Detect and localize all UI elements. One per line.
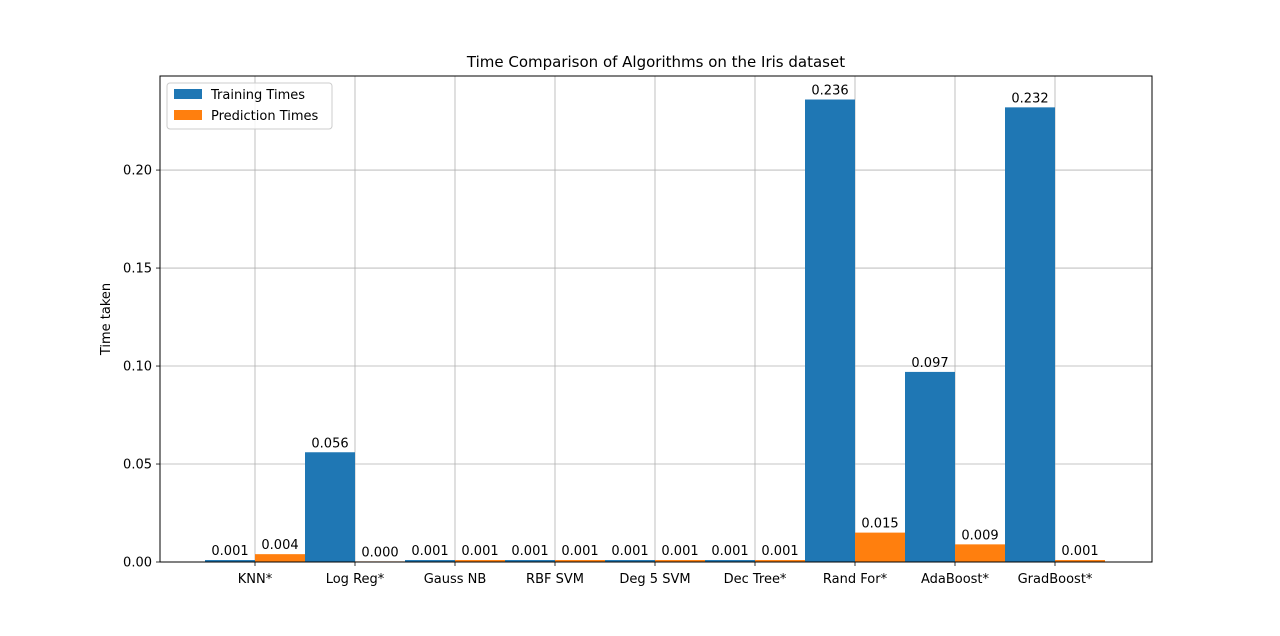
legend: Training Times Prediction Times: [166, 82, 333, 130]
bar-value-label: 0.001: [761, 544, 798, 559]
axis-layer: 0.00 0.05 0.10 0.15 0.20 KNN* Log Reg* Gauss NB…: [123, 164, 1093, 587]
bars-layer: [205, 99, 1105, 563]
x-tick-label: GradBoost*: [1018, 572, 1093, 587]
bar-prediction-times: [655, 560, 705, 562]
bar-prediction-times: [455, 560, 505, 562]
bar-value-label: 0.009: [961, 528, 998, 543]
y-tick-label: 0.10: [123, 360, 152, 375]
bar-training-times: [305, 452, 355, 562]
bar-value-label: 0.236: [811, 84, 848, 99]
bar-value-label: 0.056: [311, 436, 348, 451]
legend-swatch: [174, 89, 202, 99]
data-labels-layer: 0.001 0.056 0.001 0.001 0.001 0.001 0.236 0.097…: [211, 84, 1098, 561]
bar-training-times: [705, 560, 755, 562]
y-tick-label: 0.15: [123, 262, 152, 277]
bar-training-times: [605, 560, 655, 562]
bar-value-label: 0.097: [911, 356, 948, 371]
legend-label: Training Times: [210, 88, 305, 103]
x-tick-label: Deg 5 SVM: [619, 572, 690, 587]
bar-prediction-times: [555, 560, 605, 562]
bar-training-times: [905, 371, 955, 562]
bar-training-times: [405, 560, 455, 562]
bar-value-label: 0.004: [261, 538, 298, 553]
y-tick-label: 0.20: [123, 164, 152, 179]
bar-prediction-times: [755, 560, 805, 562]
plot-frame: [159, 75, 1153, 563]
x-tick-label: Rand For*: [823, 572, 888, 587]
y-tick-label: 0.05: [123, 458, 152, 473]
y-tick-label: 0.00: [123, 556, 152, 571]
x-tick-label: Dec Tree*: [724, 572, 787, 587]
bar-training-times: [805, 99, 855, 563]
legend-label: Prediction Times: [211, 109, 319, 124]
bar-prediction-times: [855, 532, 905, 562]
y-axis-label: Time taken: [99, 283, 114, 356]
bar-value-label: 0.001: [411, 544, 448, 559]
bar-value-label: 0.000: [361, 545, 398, 560]
x-tick-label: Log Reg*: [326, 572, 385, 587]
bar-value-label: 0.015: [861, 517, 898, 532]
bar-value-label: 0.001: [561, 544, 598, 559]
x-tick-label: KNN*: [238, 572, 273, 587]
x-tick-label: AdaBoost*: [921, 572, 990, 587]
bar-training-times: [505, 560, 555, 562]
bar-value-label: 0.001: [461, 544, 498, 559]
chart-title: Time Comparison of Algorithms on the Iri…: [466, 53, 845, 71]
bar-value-label: 0.001: [511, 544, 548, 559]
bar-value-label: 0.001: [611, 544, 648, 559]
bar-prediction-times: [955, 544, 1005, 562]
bar-training-times: [205, 560, 255, 562]
bar-prediction-times: [255, 554, 305, 562]
bar-value-label: 0.001: [211, 544, 248, 559]
bar-value-label: 0.232: [1011, 91, 1048, 106]
bar-value-label: 0.001: [711, 544, 748, 559]
bar-value-label: 0.001: [1061, 544, 1098, 559]
legend-box: [166, 82, 333, 130]
bar-value-label: 0.001: [661, 544, 698, 559]
bar-training-times: [1005, 107, 1055, 563]
x-tick-label: Gauss NB: [424, 572, 487, 587]
bar-prediction-times: [1055, 560, 1105, 562]
x-tick-label: RBF SVM: [526, 572, 584, 587]
legend-swatch: [174, 110, 202, 120]
